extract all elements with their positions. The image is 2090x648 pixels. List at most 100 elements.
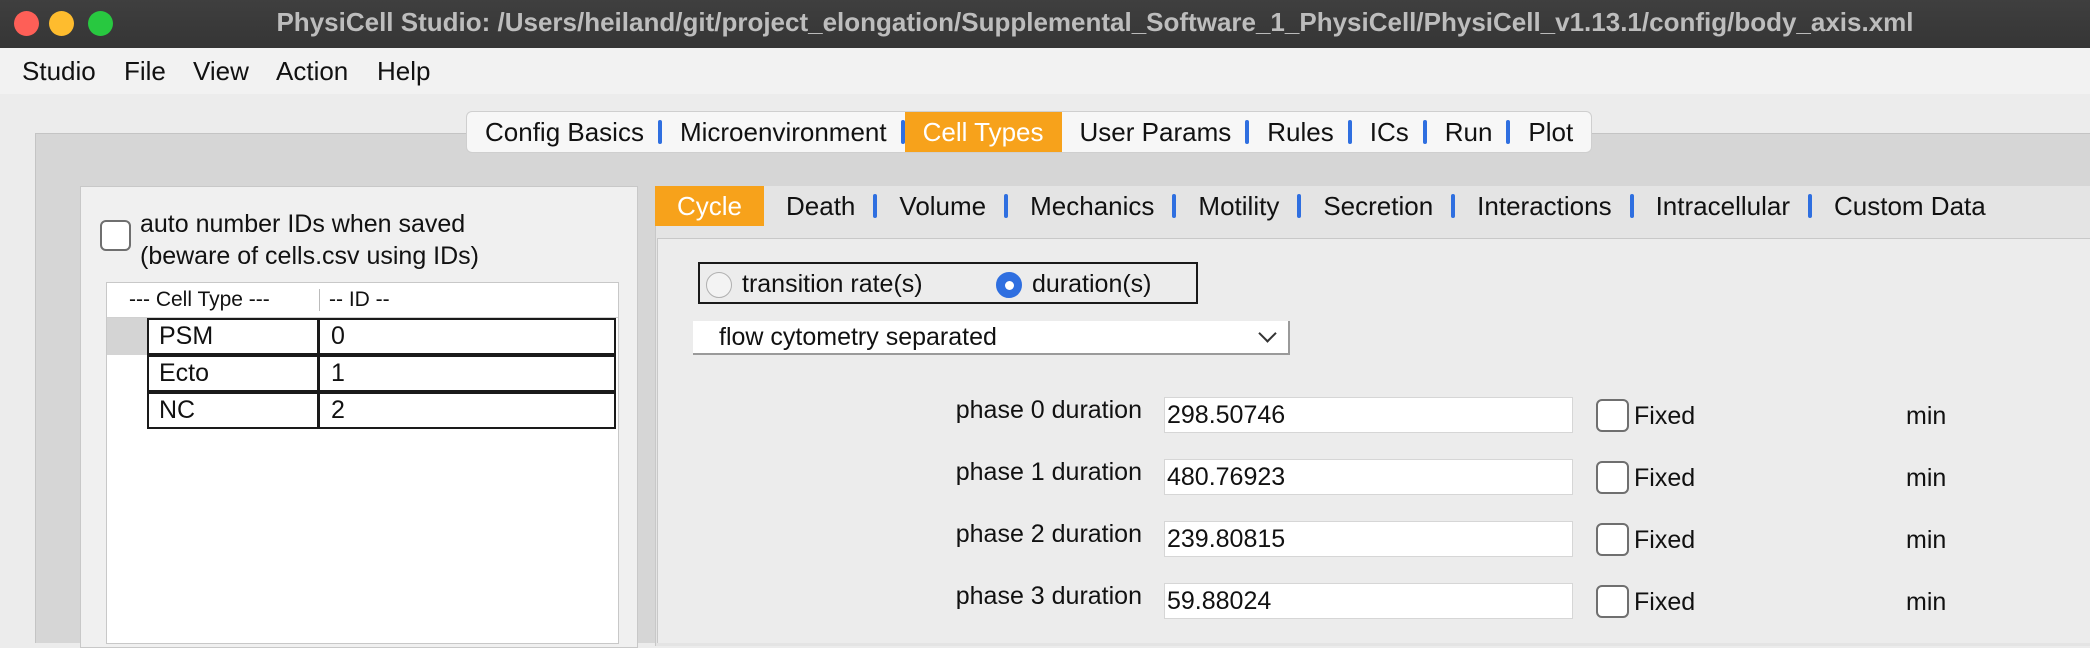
header-id[interactable]: -- ID -- xyxy=(329,288,390,311)
tab-motility[interactable]: Motility xyxy=(1176,186,1302,226)
cell-type-id[interactable]: 0 xyxy=(331,322,345,350)
tab-label: Plot xyxy=(1528,117,1574,147)
sub-tab-bar: Cycle Death Volume Mechanics Motility Se… xyxy=(655,186,2008,226)
tab-label: Rules xyxy=(1267,117,1334,147)
phase-0-duration-input[interactable]: 298.50746 xyxy=(1164,397,1573,433)
cell-type-name[interactable]: NC xyxy=(159,396,196,424)
menu-action[interactable]: Action xyxy=(276,56,349,86)
close-window-button[interactable] xyxy=(14,11,39,36)
tab-separator xyxy=(1172,194,1177,218)
table-row[interactable]: NC 2 xyxy=(147,392,616,429)
menu-studio[interactable]: Studio xyxy=(22,56,96,86)
row-header[interactable] xyxy=(107,355,147,392)
cell-separator xyxy=(317,318,320,355)
tab-secretion[interactable]: Secretion xyxy=(1301,186,1456,226)
phase-2-duration-input[interactable]: 239.80815 xyxy=(1164,521,1573,557)
chevron-down-icon xyxy=(1258,324,1277,343)
tab-label: Custom Data xyxy=(1833,191,1986,221)
auto-number-checkbox[interactable] xyxy=(100,220,131,251)
phase-0-fixed-label: Fixed xyxy=(1634,402,1696,430)
phase-1-fixed-label: Fixed xyxy=(1634,464,1696,492)
phase-1-duration-input[interactable]: 480.76923 xyxy=(1164,459,1573,495)
tab-separator xyxy=(1506,120,1511,144)
maximize-window-button[interactable] xyxy=(88,11,113,36)
tab-run[interactable]: Run xyxy=(1427,112,1511,152)
tab-cycle[interactable]: Cycle xyxy=(655,186,765,226)
phase-0-fixed-checkbox[interactable] xyxy=(1596,399,1629,432)
tab-config-basics[interactable]: Config Basics xyxy=(467,112,662,152)
header-cell-type[interactable]: --- Cell Type --- xyxy=(129,288,270,311)
tab-separator xyxy=(1629,194,1634,218)
tab-ics[interactable]: ICs xyxy=(1352,112,1427,152)
phase-2-fixed-label: Fixed xyxy=(1634,526,1696,554)
tab-separator xyxy=(1807,194,1812,218)
phase-3-fixed-checkbox[interactable] xyxy=(1596,585,1629,618)
tab-intracellular[interactable]: Intracellular xyxy=(1634,186,1812,226)
cycle-model-dropdown[interactable]: flow cytometry separated xyxy=(693,321,1290,355)
duration-label: duration(s) xyxy=(1032,270,1152,298)
phase-3-fixed-label: Fixed xyxy=(1634,588,1696,616)
phase-0-label: phase 0 duration xyxy=(955,396,1142,424)
menu-view[interactable]: View xyxy=(193,56,249,86)
tab-label: Config Basics xyxy=(485,117,644,147)
phase-1-units: min xyxy=(1906,464,1947,492)
table-row[interactable]: Ecto 1 xyxy=(147,355,616,392)
cell-type-name[interactable]: PSM xyxy=(159,322,214,350)
phase-3-label: phase 3 duration xyxy=(955,582,1142,610)
auto-number-label-line1: auto number IDs when saved xyxy=(140,210,466,238)
duration-radio[interactable] xyxy=(996,272,1022,298)
tab-label: Volume xyxy=(899,191,987,221)
tab-rules[interactable]: Rules xyxy=(1249,112,1352,152)
header-separator xyxy=(319,289,320,311)
tab-label: Microenvironment xyxy=(679,117,887,147)
phase-2-label: phase 2 duration xyxy=(955,520,1142,548)
tab-mechanics[interactable]: Mechanics xyxy=(1008,186,1177,226)
tab-interactions[interactable]: Interactions xyxy=(1455,186,1634,226)
auto-number-label: auto number IDs when saved (beware of ce… xyxy=(140,208,479,272)
cell-type-name[interactable]: Ecto xyxy=(159,359,210,387)
transition-rate-radio[interactable] xyxy=(706,272,732,298)
tab-separator xyxy=(1004,194,1009,218)
tab-separator xyxy=(1451,194,1456,218)
tab-microenvironment[interactable]: Microenvironment xyxy=(662,112,905,152)
tab-label: Cell Types xyxy=(922,117,1044,147)
phase-2-fixed-checkbox[interactable] xyxy=(1596,523,1629,556)
window-title: PhysiCell Studio: /Users/heiland/git/pro… xyxy=(276,7,1914,37)
tab-custom-data[interactable]: Custom Data xyxy=(1812,186,2008,226)
menu-bar: Studio File View Action Help xyxy=(0,48,2090,94)
cycle-model-value: flow cytometry separated xyxy=(719,323,997,351)
tab-cell-types[interactable]: Cell Types xyxy=(904,112,1062,152)
tab-label: Mechanics xyxy=(1030,191,1155,221)
cell-type-id[interactable]: 1 xyxy=(331,359,345,387)
phase-2-units: min xyxy=(1906,526,1947,554)
table-row[interactable]: PSM 0 xyxy=(147,318,616,355)
top-tab-bar: Config Basics Microenvironment Cell Type… xyxy=(466,111,1593,153)
cell-type-table: --- Cell Type --- -- ID -- PSM 0 Ecto 1 … xyxy=(106,282,619,644)
tab-label: Interactions xyxy=(1477,191,1612,221)
phase-3-units: min xyxy=(1906,588,1947,616)
table-header: --- Cell Type --- -- ID -- xyxy=(107,283,618,318)
tab-user-params[interactable]: User Params xyxy=(1062,112,1250,152)
row-header[interactable] xyxy=(107,392,147,429)
tab-label: Motility xyxy=(1198,191,1280,221)
tab-separator xyxy=(1422,120,1427,144)
phase-1-label: phase 1 duration xyxy=(955,458,1142,486)
tab-label: Intracellular xyxy=(1655,191,1790,221)
row-header-selected[interactable] xyxy=(107,318,147,355)
phase-3-duration-input[interactable]: 59.88024 xyxy=(1164,583,1573,619)
minimize-window-button[interactable] xyxy=(49,11,74,36)
menu-help[interactable]: Help xyxy=(377,56,431,86)
phase-0-units: min xyxy=(1906,402,1947,430)
phase-1-fixed-checkbox[interactable] xyxy=(1596,461,1629,494)
tab-plot[interactable]: Plot xyxy=(1510,112,1591,152)
tab-death[interactable]: Death xyxy=(764,186,878,226)
auto-number-label-line2: (beware of cells.csv using IDs) xyxy=(140,242,480,270)
cell-type-id[interactable]: 2 xyxy=(331,396,345,424)
transition-rate-label: transition rate(s) xyxy=(742,270,923,298)
tab-label: Cycle xyxy=(677,191,743,221)
tab-separator xyxy=(1347,120,1352,144)
tab-separator xyxy=(873,194,878,218)
menu-file[interactable]: File xyxy=(124,56,166,86)
tab-separator xyxy=(657,120,662,144)
tab-volume[interactable]: Volume xyxy=(877,186,1009,226)
